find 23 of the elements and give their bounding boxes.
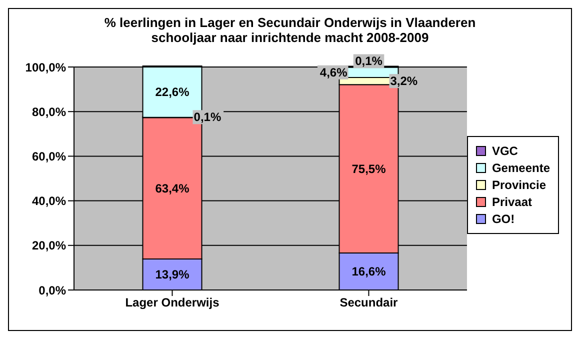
data-label: 4,6%: [320, 65, 348, 80]
data-label: 0,1%: [355, 54, 383, 68]
data-label: 63,4%: [155, 181, 190, 196]
data-label: 22,6%: [155, 85, 190, 100]
data-label: 13,9%: [155, 268, 190, 282]
y-tick-label: 40,0%: [32, 194, 66, 208]
legend-label: Provincie: [492, 178, 546, 192]
legend-label: GO!: [492, 212, 515, 226]
x-tick-label: Secundair: [340, 296, 398, 310]
y-tick-label: 0,0%: [38, 283, 66, 298]
legend-label: Privaat: [492, 195, 532, 209]
y-tick-label: 60,0%: [32, 149, 66, 164]
data-label: 3,2%: [390, 74, 418, 88]
chart-title: % leerlingen in Lager en Secundair Onderwijs in Vlaanderen schooljaar naar inrichtende macht 2008-2009: [103, 14, 477, 45]
y-tick-label: 20,0%: [32, 238, 66, 253]
legend-label: VGC: [492, 144, 518, 158]
y-tick-label: 100,0%: [25, 60, 66, 74]
data-label: 16,6%: [352, 264, 386, 278]
y-tick-label: 80,0%: [32, 104, 66, 119]
data-label: 0,1%: [194, 110, 222, 124]
x-tick-label: Lager Onderwijs: [125, 296, 220, 310]
data-label: 75,5%: [352, 162, 386, 176]
legend-label: Gemeente: [492, 161, 550, 175]
